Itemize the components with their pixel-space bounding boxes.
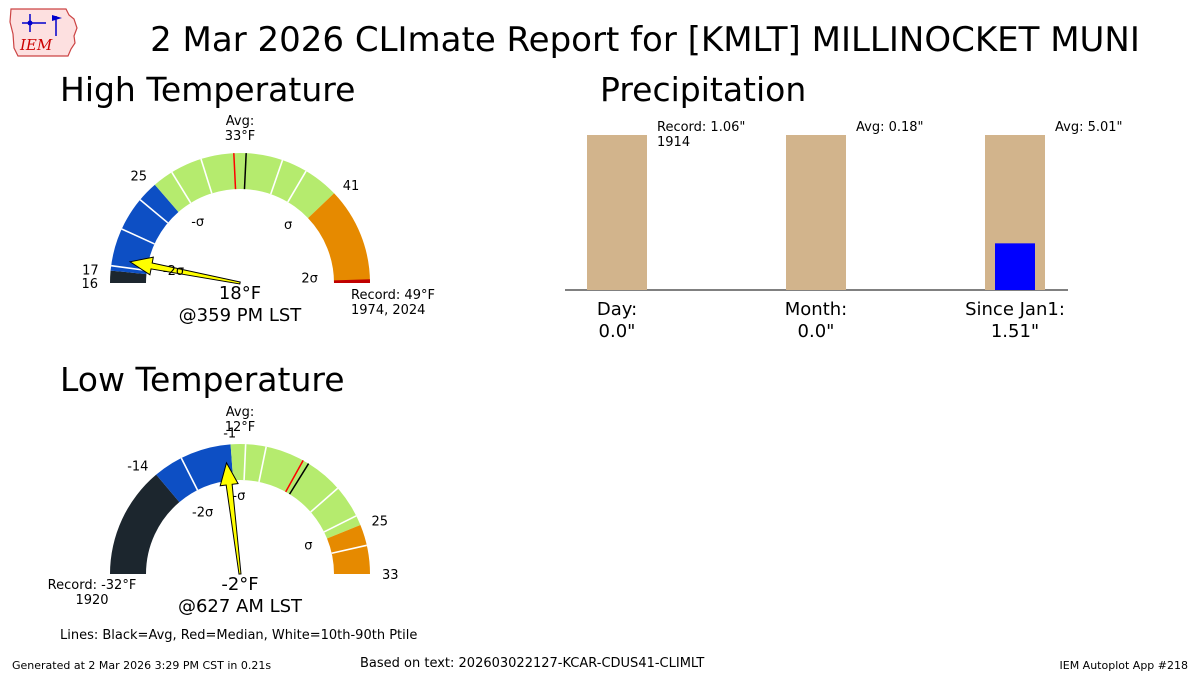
precip-average-label: Record: 1.06" 1914 — [657, 120, 745, 150]
low-sigma-label: σ — [304, 538, 312, 553]
low-percentile-line — [323, 515, 357, 533]
high-sigma-label: -σ — [191, 215, 204, 230]
logo-text: IEM — [19, 36, 53, 54]
precip-category-label: Day: — [597, 299, 637, 320]
high-percentile-line — [287, 170, 307, 203]
high-percentile-line — [111, 264, 147, 272]
precip-average-bar — [786, 135, 846, 290]
precip-category-label: Month: — [785, 299, 847, 320]
low-gauge-segment-very_cold — [110, 474, 180, 574]
low-record-label: Record: -32°F 1920 — [48, 578, 137, 608]
high-sigma-label: σ — [284, 218, 292, 233]
low-gauge — [110, 444, 370, 575]
low-value-label: -2°F — [221, 574, 258, 595]
high-needle — [128, 256, 241, 285]
low-range-label: 25 — [372, 514, 389, 529]
high-average-label: Avg: 33°F — [225, 114, 256, 144]
precipitation-title: Precipitation — [600, 70, 807, 109]
high-range-label: 16 — [81, 277, 98, 292]
precip-category-label: Since Jan1: — [965, 299, 1065, 320]
low-median-line — [285, 460, 304, 493]
precip-observed-label: 0.0" — [599, 321, 636, 342]
low-percentile-line — [180, 457, 199, 491]
page-title: 2 Mar 2026 CLImate Report for [KMLT] MIL… — [150, 20, 1140, 60]
footer-source: Based on text: 202603022127-KCAR-CDUS41-… — [360, 656, 705, 671]
precip-average-label: Avg: 0.18" — [856, 120, 924, 135]
low-sigma-label: -σ — [232, 489, 245, 504]
low-range-label: -1 — [223, 426, 236, 441]
high-gauge — [110, 153, 370, 285]
high-sigma-label: 2σ — [301, 272, 318, 287]
footer-app: IEM Autoplot App #218 — [1059, 659, 1189, 672]
high-percentile-line — [139, 199, 169, 224]
low-percentile-line — [258, 446, 267, 483]
low-range-label: 33 — [382, 568, 399, 583]
iowa-map-icon: IEM — [9, 8, 78, 57]
iem-logo: IEM — [8, 6, 80, 58]
high-percentile-line — [200, 158, 213, 194]
gauge-lines-legend: Lines: Black=Avg, Red=Median, White=10th… — [60, 628, 418, 643]
low-temperature-title: Low Temperature — [60, 360, 345, 399]
low-range-label: -14 — [127, 459, 148, 474]
low-sigma-label: -2σ — [192, 505, 213, 520]
high-gauge-segment-hot — [333, 279, 370, 283]
high-range-label: 41 — [343, 179, 360, 194]
high-median-line — [233, 153, 237, 190]
high-temperature-title: High Temperature — [60, 70, 356, 109]
low-gauge-segment-normal — [230, 444, 361, 539]
low-average-label: Avg: 12°F — [225, 405, 256, 435]
high-sigma-label: -2σ — [163, 264, 184, 279]
precip-average-label: Avg: 5.01" — [1055, 120, 1123, 135]
low-time-label: @627 AM LST — [178, 596, 303, 617]
high-time-label: @359 PM LST — [179, 305, 303, 326]
high-range-label: 25 — [130, 170, 147, 185]
high-gauge-segment-cold — [110, 184, 179, 275]
low-percentile-line — [331, 544, 367, 555]
high-average-line — [243, 153, 247, 190]
high-record-label: Record: 49°F 1974, 2024 — [351, 288, 435, 318]
precip-average-bar — [587, 135, 647, 290]
precip-observed-label: 0.0" — [798, 321, 835, 342]
low-percentile-line — [310, 487, 339, 513]
footer-generated: Generated at 2 Mar 2026 3:29 PM CST in 0… — [12, 659, 272, 672]
high-percentile-line — [171, 171, 192, 204]
low-percentile-line — [243, 444, 247, 481]
precip-observed-label: 1.51" — [991, 321, 1039, 342]
low-needle — [219, 461, 242, 575]
low-average-line — [288, 463, 310, 495]
high-gauge-segment-warm — [308, 193, 370, 283]
high-percentile-line — [269, 159, 284, 195]
precip-observed-bar — [995, 243, 1035, 290]
high-percentile-line — [121, 228, 155, 245]
low-gauge-segment-cold — [156, 444, 234, 503]
high-value-label: 18°F — [219, 283, 261, 304]
precipitation-chart — [565, 135, 1068, 291]
high-gauge-segment-very_cold — [110, 270, 147, 283]
high-range-label: 17 — [82, 264, 99, 279]
